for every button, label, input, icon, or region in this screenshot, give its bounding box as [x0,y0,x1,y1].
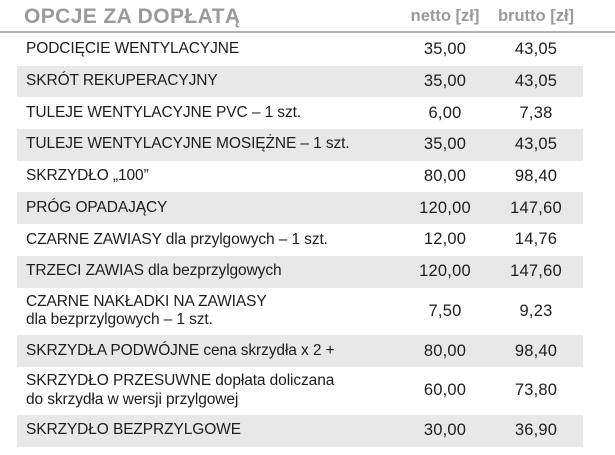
option-label: SKRZYDŁO „100” [26,167,149,185]
brutto-value: 98,40 [514,167,558,186]
brutto-value: 73,80 [514,381,558,400]
option-label: SKRZYDŁO PRZESUWNE dopłata doliczana do … [26,372,335,408]
pricing-table-body: PODCIĘCIE WENTYLACYJNE 35,00 43,05 SKRÓT… [17,34,583,447]
table-row: TRZECI ZAWIAS dla bezprzylgowych 120,00 … [17,255,583,288]
netto-value: 120,00 [419,198,471,217]
brutto-value: 147,60 [510,262,562,281]
option-label: SKRÓT REKUPERACYJNY [26,72,218,90]
brutto-value: 7,38 [519,103,553,122]
option-label: TULEJE WENTYLACYJNE MOSIĘŻNE – 1 szt. [26,135,350,153]
option-label: SKRZYDŁA PODWÓJNE cena skrzydła x 2 + [26,341,335,359]
netto-value: 80,00 [423,341,467,360]
netto-value: 12,00 [423,230,467,249]
table-row: TULEJE WENTYLACYJNE PVC – 1 szt. 6,00 7,… [17,97,583,129]
brutto-value: 43,05 [514,135,558,154]
netto-value: 7,50 [428,301,462,320]
table-row: CZARNE NAKŁADKI NA ZAWIASY dla bezprzylg… [17,288,583,336]
table-header: OPCJE ZA DOPŁATĄ netto [zł] brutto [zł] [0,0,615,31]
netto-value: 35,00 [423,135,467,154]
option-label: TULEJE WENTYLACYJNE PVC – 1 szt. [26,103,302,121]
option-label: PRÓG OPADAJĄCY [26,198,168,216]
brutto-value: 43,05 [514,40,558,59]
brutto-value: 14,76 [514,230,558,249]
option-label: CZARNE ZAWIASY dla przylgowych – 1 szt. [26,230,328,248]
table-row: SKRZYDŁO „100” 80,00 98,40 [17,161,583,193]
netto-value: 80,00 [423,167,467,186]
brutto-value: 36,90 [514,421,558,440]
table-row: SKRÓT REKUPERACYJNY 35,00 43,05 [17,65,583,98]
netto-value: 30,00 [423,421,467,440]
option-label: CZARNE NAKŁADKI NA ZAWIASY dla bezprzylg… [26,292,267,329]
brutto-value: 147,60 [510,198,562,217]
table-row: PRÓG OPADAJĄCY 120,00 147,60 [17,192,583,225]
option-label: SKRZYDŁO BEZPRZYLGOWE [26,421,241,439]
table-row: SKRZYDŁO PRZESUWNE dopłata doliczana do … [17,367,583,415]
page-title: OPCJE ZA DOPŁATĄ [24,4,241,28]
option-label: TRZECI ZAWIAS dla bezprzylgowych [26,262,282,280]
column-header-brutto: brutto [zł] [497,7,575,25]
netto-value: 35,00 [423,40,467,59]
table-row: SKRZYDŁO BEZPRZYLGOWE 30,00 36,90 [17,414,583,447]
brutto-value: 9,23 [519,301,553,320]
brutto-value: 98,40 [514,341,558,360]
table-row: SKRZYDŁA PODWÓJNE cena skrzydła x 2 + 80… [17,335,583,367]
netto-value: 120,00 [419,262,471,281]
table-row: CZARNE ZAWIASY dla przylgowych – 1 szt. … [17,224,583,256]
netto-value: 6,00 [428,103,462,122]
table-row: TULEJE WENTYLACYJNE MOSIĘŻNE – 1 szt. 35… [17,129,583,161]
brutto-value: 43,05 [514,72,558,91]
netto-value: 60,00 [423,381,467,400]
option-label: PODCIĘCIE WENTYLACYJNE [26,40,240,58]
netto-value: 35,00 [423,72,467,91]
column-header-netto: netto [zł] [410,7,480,25]
header-divider [0,31,615,33]
table-row: PODCIĘCIE WENTYLACYJNE 35,00 43,05 [17,34,583,66]
